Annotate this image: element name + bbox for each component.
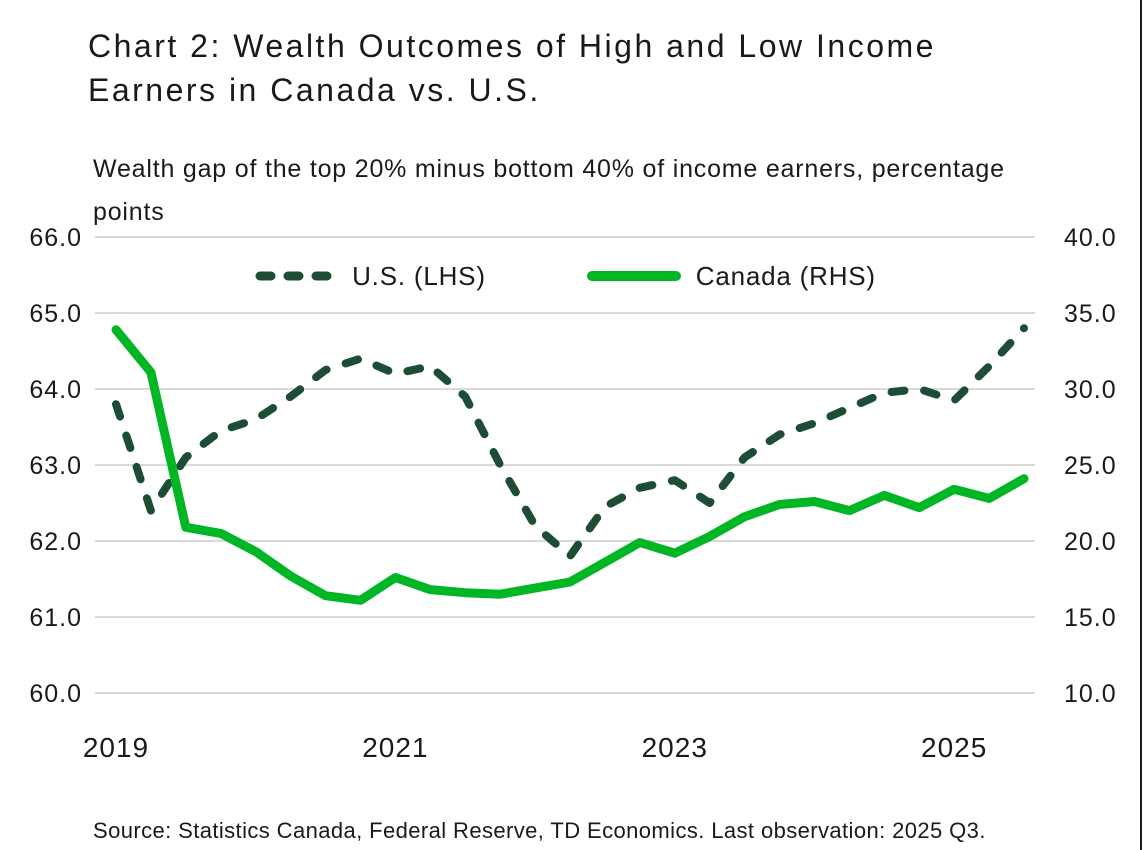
legend-item-canada: Canada (RHS) <box>586 261 876 292</box>
right-axis-tick: 20.0 <box>1064 528 1117 556</box>
right-axis-tick: 15.0 <box>1064 604 1117 632</box>
x-axis-label: 2019 <box>83 732 149 763</box>
x-axis-label: 2021 <box>362 732 428 763</box>
series-line-us <box>112 324 1028 561</box>
left-axis-tick: 65.0 <box>29 300 82 328</box>
legend-label-canada: Canada (RHS) <box>695 260 876 291</box>
left-axis-tick: 66.0 <box>29 224 82 252</box>
series-line-canada <box>111 325 1029 605</box>
left-axis-tick: 62.0 <box>29 528 82 556</box>
us-dashed-line-sample <box>255 271 337 281</box>
right-axis-tick: 25.0 <box>1064 452 1117 480</box>
right-axis-tick: 10.0 <box>1064 680 1117 708</box>
x-axis-label: 2025 <box>921 732 987 763</box>
legend-label-us: U.S. (LHS) <box>352 260 486 291</box>
left-axis-tick: 64.0 <box>29 376 82 404</box>
page-right-border <box>1140 0 1142 850</box>
chart-title: Chart 2: Wealth Outcomes of High and Low… <box>88 28 936 108</box>
left-axis-tick: 63.0 <box>29 452 82 480</box>
right-axis-tick: 40.0 <box>1064 224 1117 252</box>
right-axis-tick: 30.0 <box>1064 376 1117 404</box>
chart-subtitle: Wealth gap of the top 20% minus bottom 4… <box>93 155 1005 226</box>
chart-legend: U.S. (LHS) Canada (RHS) <box>95 253 1035 299</box>
left-axis-tick: 61.0 <box>29 604 82 632</box>
canada-solid-line-sample <box>586 271 681 281</box>
left-axis-tick: 60.0 <box>29 680 82 708</box>
legend-item-us: U.S. (LHS) <box>254 261 486 292</box>
source-note: Source: Statistics Canada, Federal Reser… <box>93 818 986 843</box>
x-axis-label: 2023 <box>642 732 708 763</box>
right-axis-tick: 35.0 <box>1064 300 1117 328</box>
